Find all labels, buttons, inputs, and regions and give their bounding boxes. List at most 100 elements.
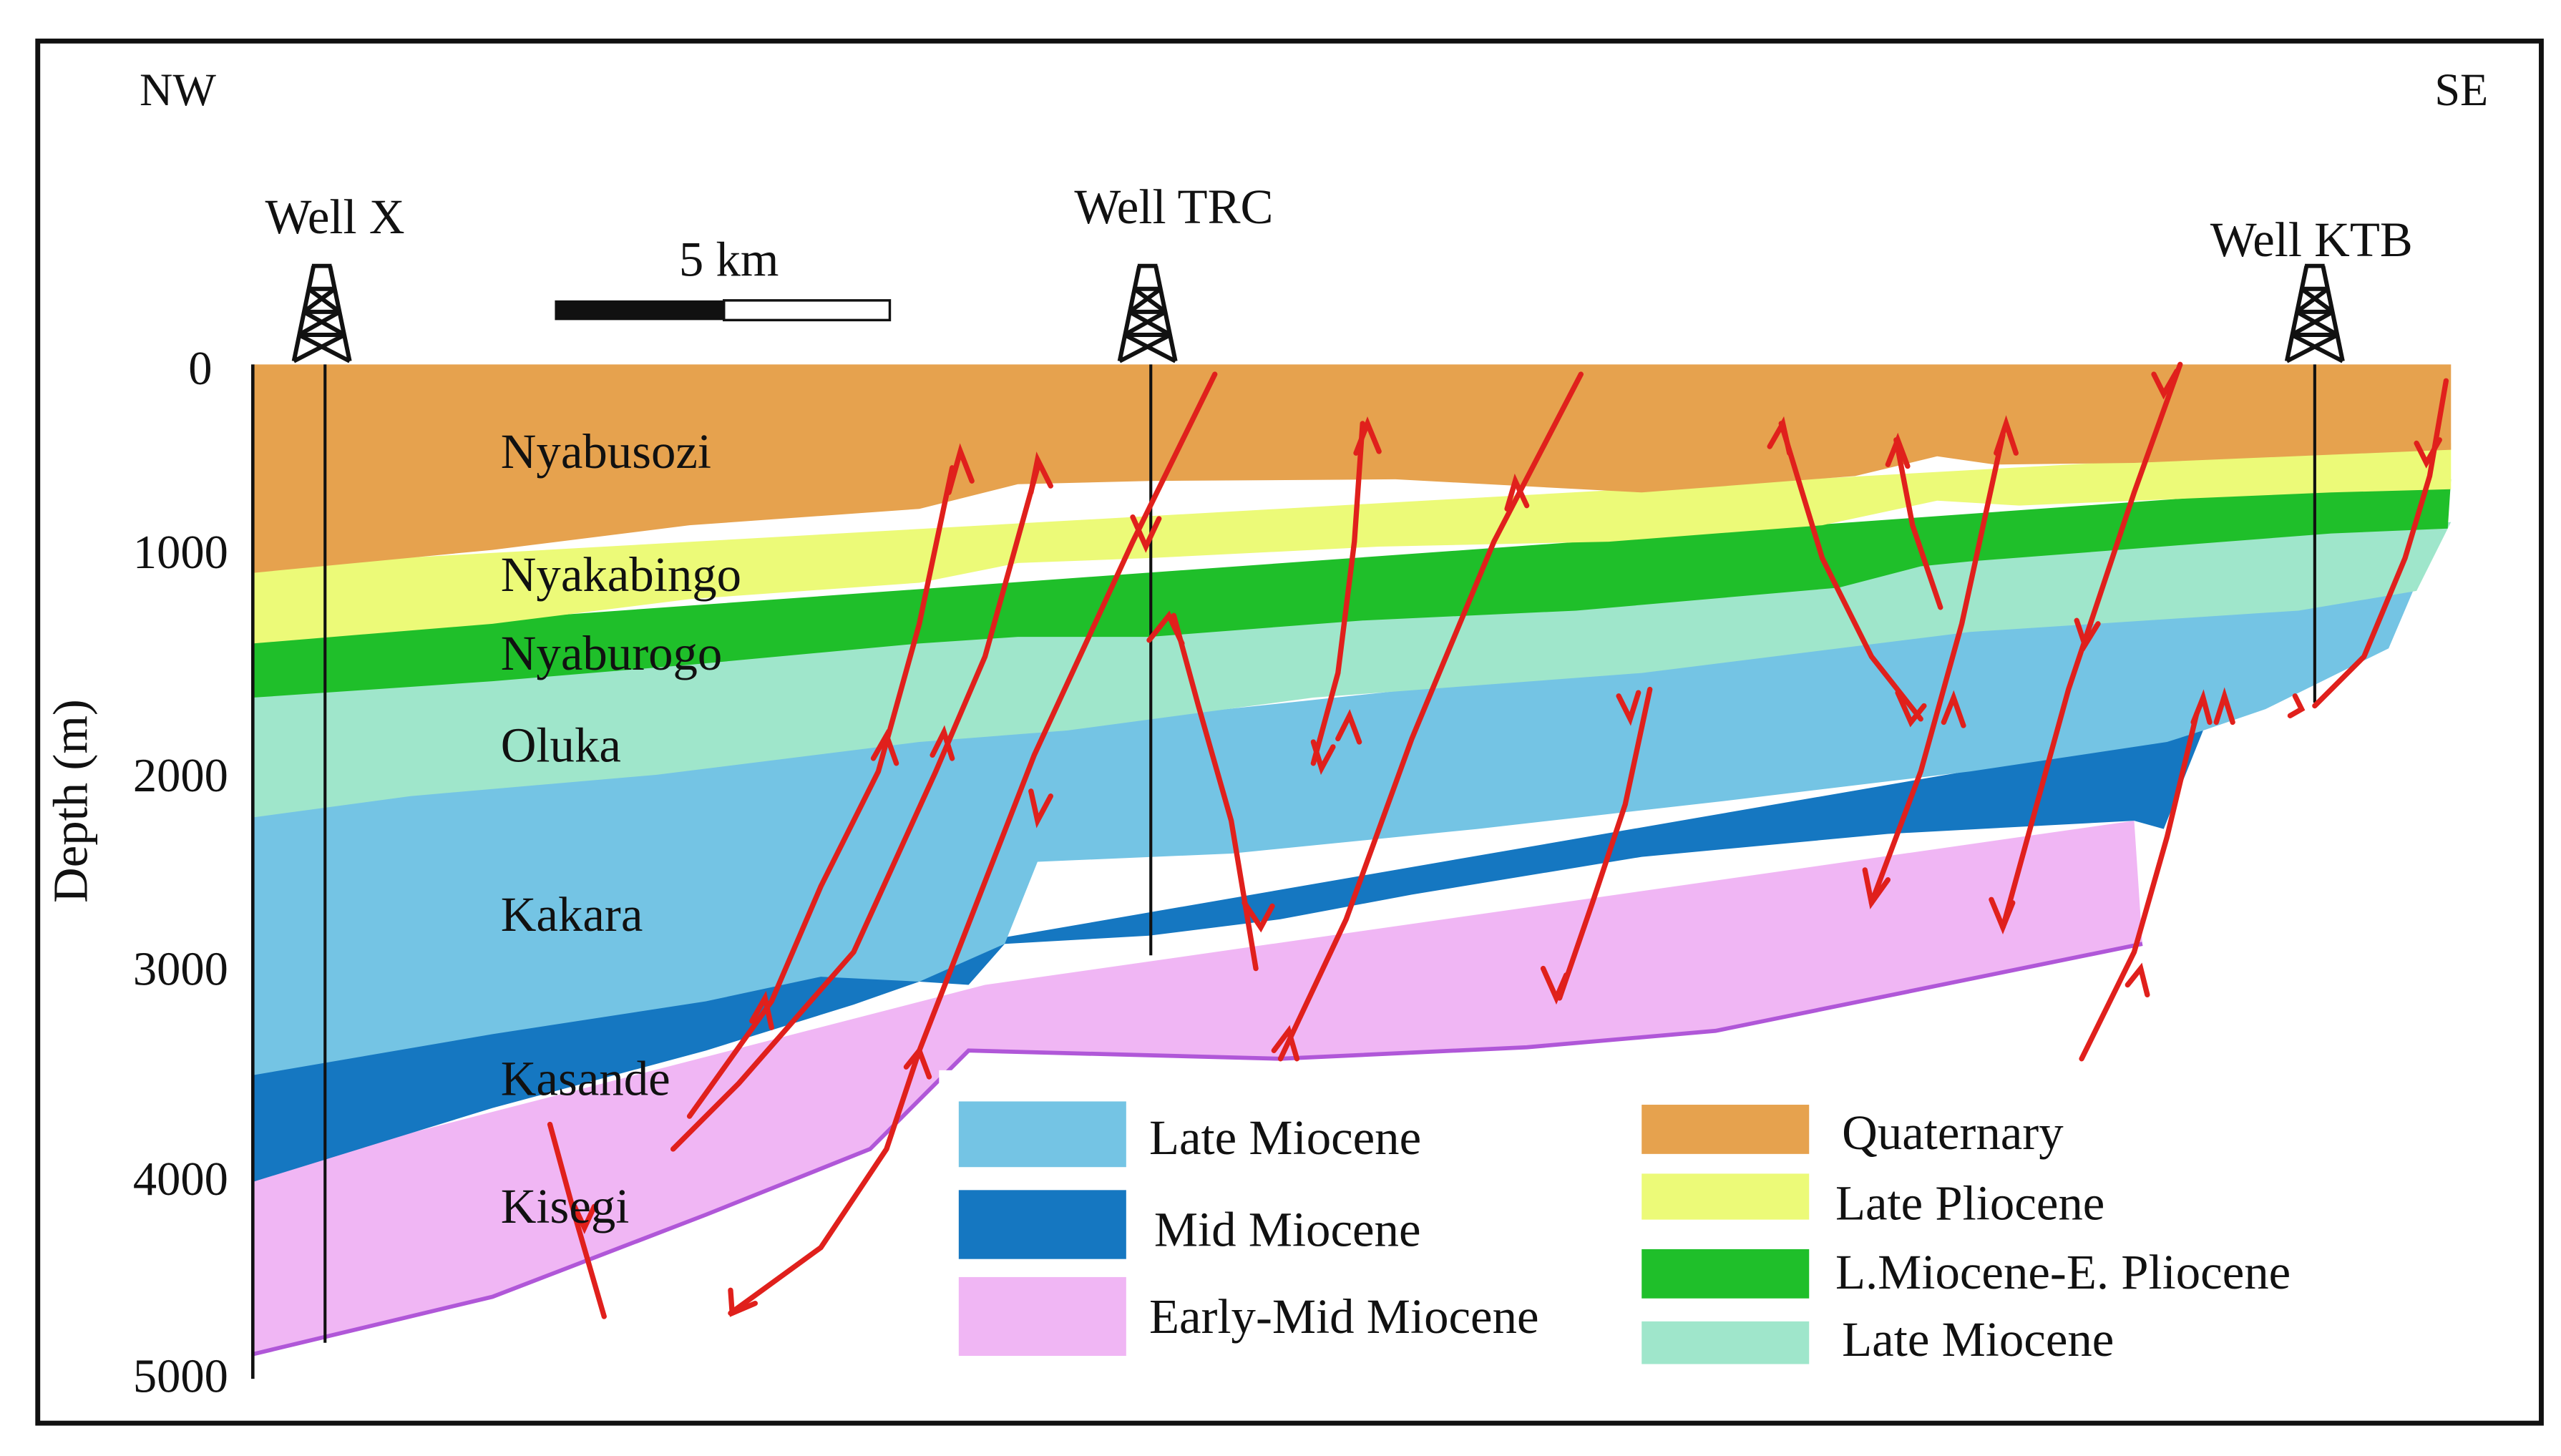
well-trc-label: Well TRC (1074, 180, 1273, 234)
fault-line (1556, 686, 1653, 1001)
fault-arrow (1242, 900, 1275, 933)
legend-swatch (1642, 1105, 1810, 1154)
fault-arrow (728, 1287, 758, 1317)
fault-arrow (1504, 473, 1530, 512)
layer-early-mid-miocene (253, 821, 2142, 1354)
scale-bar-black (555, 300, 724, 321)
layers (252, 364, 2452, 1357)
fault-line (1893, 437, 1943, 610)
derrick-icon (291, 263, 352, 363)
layer-mid-miocene (253, 730, 2203, 1182)
scale-bar-label: 5 km (679, 232, 779, 286)
legend-item: Mid Miocene (958, 1190, 1421, 1259)
fault-line (1868, 432, 2006, 906)
basement-line (252, 942, 2143, 1357)
depth-tick: 4000 (133, 1153, 228, 1206)
legend-label: Early-Mid Miocene (1149, 1289, 1539, 1344)
scale-bar: 5 km (555, 232, 892, 322)
derrick-icon (2284, 263, 2345, 363)
formation-label: Kasande (501, 1051, 670, 1105)
legend-label: Mid Miocene (1154, 1202, 1421, 1256)
scale-bar-white (723, 299, 892, 322)
legend-label: L.Miocene-E. Pliocene (1835, 1245, 2291, 1299)
fault-arrow (2125, 962, 2150, 997)
depth-axis: Depth (m) 0 1000 2000 3000 4000 5000 (44, 343, 255, 1403)
fault-arrow (1885, 432, 1911, 469)
fault-arrow (1028, 451, 1053, 495)
legend-swatch (958, 1190, 1126, 1259)
layer-quaternary (253, 364, 2452, 573)
fault-arrow (1616, 690, 1642, 726)
formation-label: Kakara (501, 887, 643, 942)
fault-arrow (946, 443, 975, 495)
fault-line (2079, 711, 2200, 1062)
legend-swatch (958, 1101, 1126, 1168)
fault-arrow (749, 990, 774, 1030)
formation-labels: Nyabusozi Nyakabingo Nyaburogo Oluka Kak… (501, 424, 741, 1233)
derrick-icon (1117, 263, 1178, 363)
fault-arrow (1989, 896, 2016, 935)
depth-tick: 2000 (133, 750, 228, 802)
depth-tick: 3000 (133, 944, 228, 996)
fault-line (1171, 612, 1259, 972)
formation-label: Kisegi (501, 1179, 630, 1233)
layer-late-miocene-light (253, 522, 2452, 818)
legend-swatch (1642, 1249, 1810, 1299)
depth-tick: 0 (188, 343, 212, 395)
fault-arrow (1353, 416, 1382, 456)
fault-arrow (903, 1045, 932, 1080)
fault-line (686, 465, 955, 1119)
fault-arrow (1994, 415, 2019, 456)
legend-item: Quaternary (1642, 1105, 2064, 1160)
fault-arrow (1146, 610, 1185, 647)
legend-item: Late Pliocene (1642, 1173, 2104, 1231)
legend-label: Quaternary (1842, 1105, 2064, 1160)
fault-arrow (2287, 693, 2306, 718)
fault-line (2000, 361, 2183, 930)
fault-arrow (1271, 1025, 1300, 1062)
legend-item: Late Miocene (1642, 1312, 2114, 1367)
fault-arrow (2074, 617, 2101, 652)
fault-arrow (1130, 514, 1162, 553)
fault-arrow (930, 725, 955, 761)
legend-item: L.Miocene-E. Pliocene (1642, 1245, 2291, 1299)
legend-label: Late Miocene (1149, 1110, 1421, 1165)
fault-arrow (1335, 709, 1362, 745)
fault-line (670, 465, 1040, 1152)
legend-swatch (1642, 1173, 1810, 1220)
fault-arrow (2414, 437, 2442, 469)
legend: Late Miocene Mid Miocene Early-Mid Mioce… (939, 1070, 2409, 1376)
well-x: Well X (265, 190, 405, 1343)
fault-line (1277, 371, 1584, 1062)
legend-item: Late Miocene (958, 1101, 1421, 1168)
fault-line (1778, 421, 1923, 722)
fault-arrow (870, 729, 899, 766)
fault-arrow (1941, 690, 1966, 728)
depth-tick: 1000 (133, 527, 228, 579)
depth-axis-label: Depth (m) (44, 699, 98, 903)
well-ktb: Well KTB (2210, 212, 2413, 703)
fault-arrow (1028, 788, 1053, 829)
legend-label: Late Miocene (1842, 1312, 2114, 1367)
orientation-se: SE (2434, 64, 2488, 115)
fault-line (547, 1121, 607, 1319)
formation-label: Nyaburogo (501, 626, 723, 680)
well-x-label: Well X (265, 190, 404, 244)
legend-swatch (1642, 1321, 1810, 1364)
fault-arrow (1895, 690, 1927, 728)
fault-arrow (2190, 689, 2213, 725)
well-ktb-label: Well KTB (2210, 212, 2413, 267)
legend-item: Early-Mid Miocene (958, 1276, 1539, 1357)
formation-label: Nyakabingo (501, 547, 741, 602)
fault-arrow (1310, 739, 1336, 776)
fault-arrow (2151, 368, 2180, 400)
layer-l-miocene-e-pliocene (253, 479, 2452, 698)
orientation-nw: NW (140, 64, 216, 115)
formation-label: Oluka (501, 718, 621, 773)
faults (547, 361, 2449, 1319)
fault-arrow (1540, 965, 1569, 1005)
legend-label: Late Pliocene (1835, 1176, 2104, 1231)
formation-label: Nyabusozi (501, 424, 711, 479)
fault-arrow (1862, 867, 1891, 909)
